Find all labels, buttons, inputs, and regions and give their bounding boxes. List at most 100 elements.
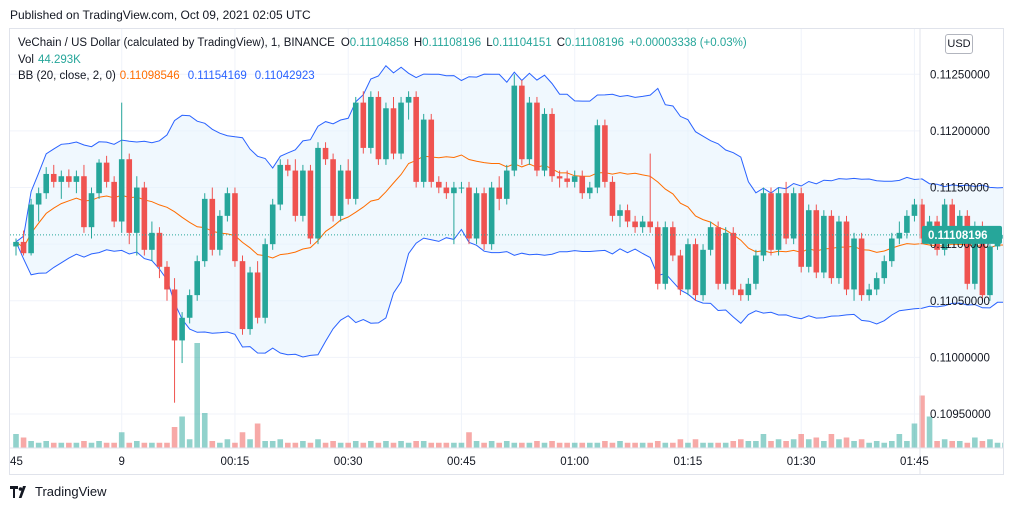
candle-body: [149, 232, 155, 250]
candle: [768, 187, 774, 256]
chart-pane[interactable]: 0.11250000 0.11200000 0.11150000 0.11100000…: [9, 28, 1004, 475]
candle: [685, 238, 691, 296]
candle: [805, 204, 812, 273]
candle: [126, 153, 133, 245]
candle: [700, 244, 706, 301]
candle: [186, 289, 193, 324]
bollinger-fill: [16, 65, 1003, 357]
candle: [639, 215, 646, 233]
candlestick-chart[interactable]: 0.112500000.112000000.111500000.11100000…: [10, 29, 1004, 475]
candle-body: [458, 187, 465, 189]
tradingview-logo-icon: [10, 485, 26, 498]
candle: [617, 204, 623, 228]
candle-body: [783, 193, 789, 239]
bollinger-basis-value: 0.11098546: [119, 70, 180, 82]
candle: [556, 170, 563, 188]
candle-body: [66, 176, 72, 182]
volume-row[interactable]: Vol 44.293K: [18, 52, 752, 69]
candle: [677, 249, 684, 296]
candle-body: [375, 96, 382, 160]
volume-value: 44.293K: [38, 53, 81, 66]
volume-bar: [911, 423, 918, 448]
volume-bar: [171, 427, 178, 448]
volume-label: Vol: [18, 53, 34, 66]
candle-body: [164, 266, 170, 290]
candle-body: [224, 193, 231, 216]
volume-bar: [934, 441, 940, 448]
candle-body: [700, 249, 706, 296]
candle-body: [828, 215, 835, 279]
bollinger-row[interactable]: BB (20, close, 2, 0) 0.11098546 0.111541…: [18, 68, 752, 85]
volume-bar: [972, 437, 978, 448]
candle: [692, 238, 699, 301]
candle-body: [345, 170, 351, 199]
volume-bar: [556, 442, 563, 448]
candle: [609, 176, 616, 222]
candle: [647, 153, 653, 233]
candle-body: [156, 232, 163, 267]
candle-body: [639, 221, 646, 228]
candle: [28, 198, 34, 256]
bollinger-upper-line: [15, 64, 1003, 243]
candle: [171, 278, 178, 403]
open-value: 0.11104858: [349, 37, 409, 49]
candle: [224, 187, 231, 222]
candle: [760, 187, 767, 262]
tradingview-logo[interactable]: TradingView: [10, 484, 107, 499]
candle: [738, 283, 744, 301]
volume-bar: [549, 441, 555, 448]
candle-body: [881, 261, 888, 279]
volume-bar: [13, 434, 19, 448]
volume-bar: [164, 442, 170, 448]
volume-bar: [466, 432, 472, 448]
price-tick-label: 0.11050000: [930, 296, 990, 308]
candle: [579, 170, 586, 199]
candle-body: [337, 170, 344, 216]
candle-body: [654, 227, 661, 284]
candle: [285, 159, 291, 177]
candle-body: [398, 102, 404, 154]
volume-bar: [315, 439, 321, 448]
volume-bar: [134, 441, 140, 448]
candle: [473, 187, 480, 245]
price-tick-label: 0.11250000: [930, 69, 990, 81]
candle-body: [285, 164, 291, 171]
volume-bar: [873, 441, 880, 448]
volume-bar: [964, 442, 971, 448]
bollinger-lower-line: [15, 228, 1003, 358]
volume-bar: [828, 434, 835, 448]
time-tick-label: 00:15: [221, 456, 250, 468]
candle: [201, 193, 208, 267]
volume-bar: [96, 441, 102, 448]
volume-bar: [798, 434, 804, 448]
volume-bar: [790, 439, 797, 448]
candle: [624, 204, 631, 228]
low-value: 0.11104151: [492, 37, 552, 49]
candle-body: [428, 119, 435, 182]
candle-body: [451, 187, 457, 194]
volume-bar: [881, 442, 888, 448]
candle: [481, 187, 487, 250]
candle-body: [209, 198, 216, 250]
candle-body: [670, 227, 676, 256]
symbol-description[interactable]: VeChain / US Dollar (calculated by Tradi…: [18, 37, 335, 49]
candle: [881, 255, 888, 284]
candle-body: [81, 176, 87, 228]
candle: [375, 91, 382, 165]
candle: [866, 283, 872, 301]
candle: [541, 108, 548, 177]
volume-bar: [35, 442, 42, 448]
volume-bar: [73, 442, 80, 448]
candle-body: [775, 193, 782, 250]
candle: [35, 187, 42, 222]
candle-body: [126, 159, 133, 233]
candle-body: [798, 193, 804, 267]
volume-bar: [254, 423, 261, 448]
candle-body: [790, 193, 797, 239]
time-tick-label: 01:15: [674, 456, 703, 468]
volume-bar: [602, 441, 608, 448]
bollinger-lower-value: 0.11042923: [254, 70, 315, 82]
currency-button[interactable]: USD: [945, 34, 973, 54]
volume-bar: [730, 441, 737, 448]
volume-bar: [851, 441, 857, 448]
